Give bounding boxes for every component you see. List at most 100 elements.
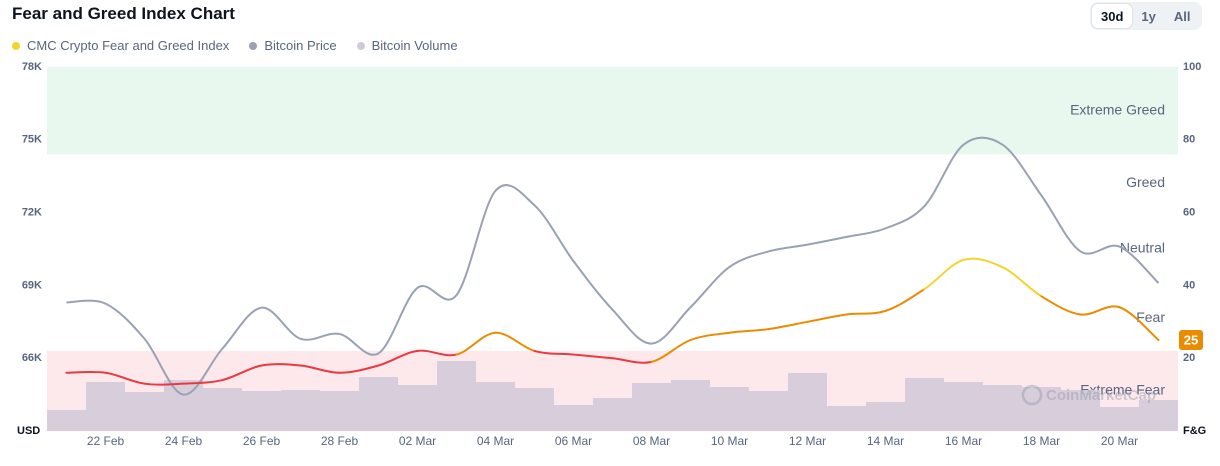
fng-line-segment: [611, 357, 653, 364]
x-tick-label: 06 Mar: [555, 434, 592, 448]
volume-bar: [866, 402, 905, 431]
zone-label: Extreme Greed: [1070, 101, 1165, 117]
volume-bar: [164, 380, 203, 431]
fng-line-segment: [455, 331, 497, 356]
y-tick-label: 75K: [22, 134, 42, 146]
fng-line-segment: [104, 371, 146, 385]
y-tick-label: 69K: [22, 279, 42, 291]
x-tick-label: 24 Feb: [165, 434, 203, 448]
volume-bar: [398, 385, 437, 431]
y2-tick-label: 100: [1183, 61, 1201, 73]
price-line: [66, 136, 1160, 396]
legend-item: Bitcoin Volume: [356, 38, 458, 53]
volume-bar: [1061, 390, 1100, 431]
fng-line-segment: [260, 363, 302, 367]
legend-dot: [356, 41, 365, 50]
volume-bar: [944, 382, 983, 431]
y2-tick-label: 20: [1183, 352, 1195, 364]
fng-line-segment: [65, 370, 107, 374]
fng-line-segment: [767, 320, 809, 331]
fng-line-segment: [416, 349, 458, 357]
zone-label: Neutral: [1120, 240, 1165, 256]
y-tick-label: 66K: [22, 352, 42, 364]
fng-line-segment: [923, 258, 965, 291]
x-tick-label: 22 Feb: [87, 434, 125, 448]
fng-line-segment: [338, 364, 380, 374]
volume-bar: [788, 373, 827, 431]
volume-bar: [1100, 407, 1139, 431]
zone-label: Extreme Fear: [1080, 382, 1165, 398]
x-tick-label: 28 Feb: [321, 434, 359, 448]
volume-bar: [515, 388, 554, 431]
fng-line-segment: [806, 313, 848, 323]
volume-bar: [632, 383, 671, 431]
volume-bar: [476, 382, 515, 431]
range-button[interactable]: 30d: [1092, 4, 1133, 28]
fng-line-segment: [689, 331, 731, 341]
volume-bar: [710, 387, 749, 431]
volume-bar: [905, 378, 944, 431]
x-tick-label: 12 Mar: [789, 434, 826, 448]
fng-line-segment: [650, 339, 692, 363]
watermark: CoinMarketCap: [1046, 387, 1156, 404]
range-button[interactable]: All: [1173, 9, 1191, 24]
y2-axis-label: F&G: [1183, 425, 1206, 437]
fng-line-segment: [962, 257, 1004, 269]
volume-bar: [281, 390, 320, 431]
y-tick-label: 78K: [22, 61, 42, 73]
x-tick-label: 20 Mar: [1101, 434, 1138, 448]
fng-line-segment: [1079, 305, 1121, 316]
fng-line-segment: [299, 364, 341, 374]
fng-line-segment: [182, 379, 224, 385]
x-tick-label: 02 Mar: [399, 434, 436, 448]
volume-bar: [125, 392, 164, 431]
fng-line-segment: [1118, 306, 1160, 341]
volume-bar: [983, 385, 1022, 431]
fng-line-segment: [572, 353, 614, 360]
legend-label: Bitcoin Price: [264, 38, 337, 53]
volume-bar: [554, 405, 593, 431]
fng-line-segment: [845, 309, 887, 316]
range-button[interactable]: 1y: [1141, 9, 1156, 24]
y2-tick-label: 80: [1183, 134, 1195, 146]
legend-dot: [249, 41, 258, 50]
current-badge: [1179, 330, 1203, 350]
fng-line-segment: [884, 288, 926, 312]
legend-dot: [12, 41, 20, 50]
fng-line-segment: [1040, 295, 1082, 316]
volume-bar: [1139, 400, 1178, 431]
volume-bar: [86, 382, 125, 431]
x-tick-label: 16 Mar: [945, 434, 982, 448]
range-controls: 30d 1y All: [1090, 2, 1202, 30]
x-tick-label: 10 Mar: [711, 434, 748, 448]
fng-line-segment: [728, 328, 770, 334]
chart-title: Fear and Greed Index Chart: [12, 4, 235, 23]
zone-label: Fear: [1136, 309, 1165, 325]
volume-bar: [671, 380, 710, 431]
x-tick-label: 04 Mar: [477, 434, 514, 448]
volume-bar: [203, 388, 242, 431]
y2-tick-label: 60: [1183, 207, 1195, 219]
fng-line-segment: [143, 382, 185, 386]
legend-item: Bitcoin Price: [249, 38, 337, 53]
volume-bar: [593, 398, 632, 431]
watermark-logo: [1021, 384, 1043, 406]
volume-bar: [320, 391, 359, 431]
zone-label: Greed: [1126, 174, 1165, 190]
x-tick-label: 26 Feb: [243, 434, 281, 448]
y2-tick-label: 40: [1183, 279, 1195, 291]
volume-bar: [749, 391, 788, 431]
volume-bar: [437, 361, 476, 431]
volume-bar: [242, 391, 281, 431]
volume-bar: [47, 410, 86, 431]
fng-line-segment: [533, 349, 575, 356]
y-axis-label: USD: [17, 425, 40, 437]
legend-label: Bitcoin Volume: [371, 38, 458, 53]
x-tick-label: 18 Mar: [1023, 434, 1060, 448]
x-tick-label: 14 Mar: [867, 434, 904, 448]
current-value: 25: [1184, 332, 1198, 347]
legend-item: CMC Crypto Fear and Greed Index: [12, 38, 229, 53]
zone-band: [47, 67, 1178, 155]
